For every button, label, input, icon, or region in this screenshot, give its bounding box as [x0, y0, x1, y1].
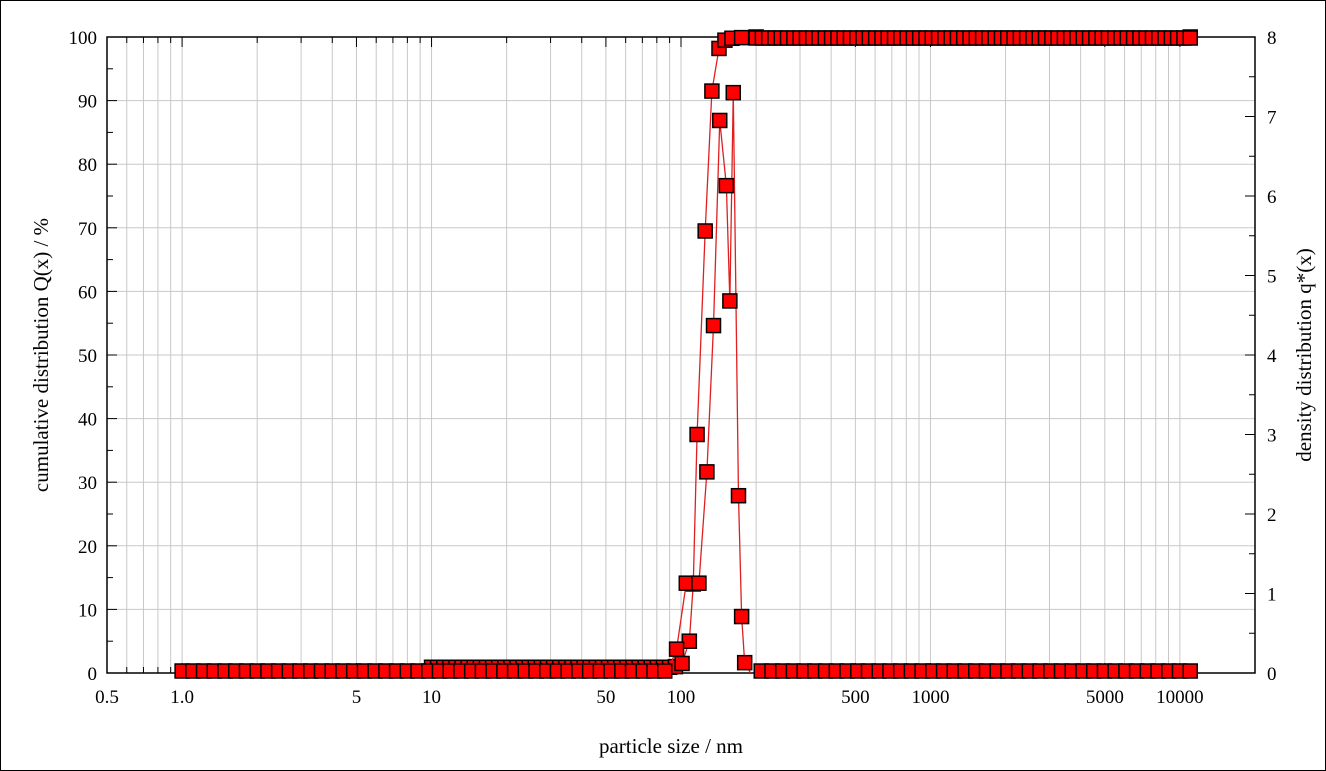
cumulative-point [689, 426, 705, 443]
y2-tick-label: 3 [1267, 426, 1277, 447]
cumulative-point [681, 633, 698, 649]
y-tick-label: 90 [78, 92, 97, 113]
cumulative-point [1182, 30, 1198, 46]
cumulative-point [733, 29, 750, 46]
y2-tick-label: 8 [1267, 28, 1277, 49]
y2-tick-label: 1 [1267, 585, 1277, 606]
y-tick-label: 100 [69, 28, 98, 49]
y-tick-label: 0 [88, 664, 98, 685]
y2-tick-label: 6 [1267, 187, 1277, 208]
density-point [725, 84, 742, 101]
y-tick-label: 40 [78, 410, 97, 431]
density-point [711, 112, 728, 129]
density-point [699, 464, 715, 480]
y2-tick-label: 2 [1267, 505, 1277, 526]
density-point [733, 608, 750, 625]
y-tick-label: 70 [78, 219, 97, 240]
y2-axis-title: density distribution q*(x) [1292, 248, 1316, 462]
y-tick-label: 80 [78, 155, 97, 176]
x-tick-label: 1.0 [170, 687, 194, 708]
density-point [656, 663, 673, 679]
y-tick-label: 30 [78, 473, 97, 494]
x-tick-label: 1000 [911, 687, 949, 708]
cumulative-point [674, 655, 690, 672]
density-point [730, 487, 747, 504]
y2-tick-label: 4 [1267, 346, 1277, 367]
y-tick-label: 20 [78, 537, 97, 558]
x-tick-label: 500 [841, 687, 870, 708]
y-tick-label: 60 [78, 282, 97, 303]
x-tick-label: 10 [422, 687, 441, 708]
x-tick-label: 10000 [1156, 687, 1204, 708]
density-point [705, 317, 722, 334]
y-axis-title: cumulative distribution Q(x) / % [29, 218, 53, 492]
x-axis-title: particle size / nm [599, 734, 743, 758]
density-point [736, 654, 753, 671]
cumulative-point [697, 223, 713, 239]
x-tick-label: 100 [667, 687, 696, 708]
y2-tick-label: 7 [1267, 108, 1277, 129]
density-point [668, 641, 685, 657]
cumulative-point [704, 83, 720, 99]
density-point [718, 177, 735, 194]
y2-tick-label: 0 [1267, 664, 1277, 685]
y2-tick-label: 5 [1267, 267, 1277, 288]
density-point [722, 293, 738, 309]
y-tick-label: 10 [78, 600, 97, 621]
x-tick-label: 5 [352, 687, 362, 708]
y-tick-label: 50 [78, 346, 97, 367]
x-tick-label: 50 [596, 687, 615, 708]
density-point [691, 575, 707, 591]
x-tick-label: 5000 [1086, 687, 1124, 708]
density-point [1182, 663, 1198, 679]
x-tick-label: 0.5 [95, 687, 119, 708]
